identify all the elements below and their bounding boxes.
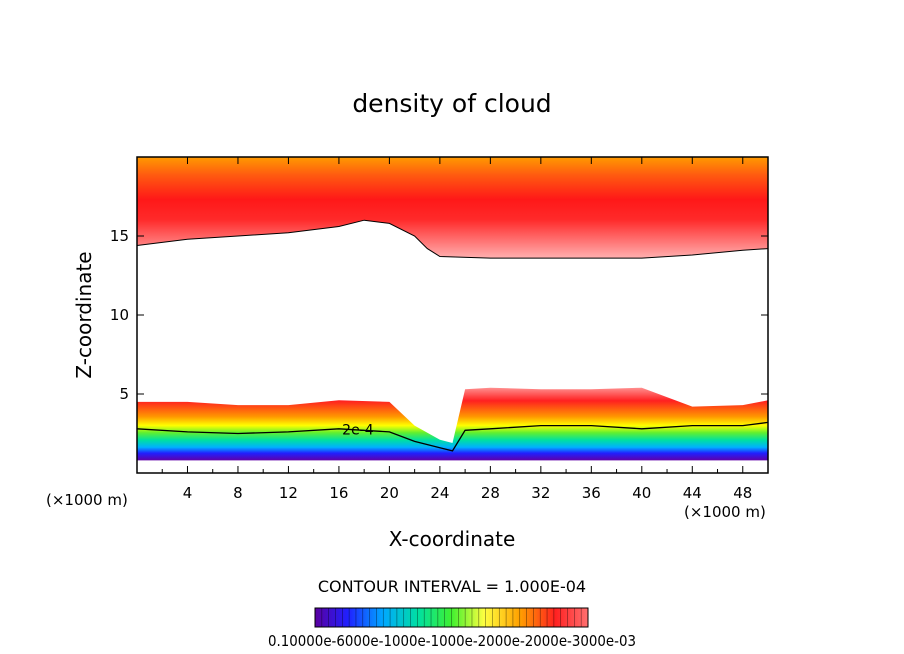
y-axis-label: Z-coordinate: [72, 251, 96, 378]
x-tick-label: 28: [481, 484, 500, 502]
lower-cloud-layer: [137, 387, 768, 461]
x-axis: 4 8 12 16 20 24 28 32 36 40 44 48: [161, 157, 752, 502]
chart-title: density of cloud: [352, 89, 551, 118]
y-tick-label: 10: [110, 306, 129, 324]
contour-line-2e-4: [137, 421, 768, 452]
x-tick-label: 32: [531, 484, 550, 502]
x-tick-label: 12: [279, 484, 298, 502]
plot-area: [137, 157, 768, 473]
x-unit-right: (×1000 m): [684, 503, 766, 521]
y-tick-label: 15: [110, 227, 129, 245]
x-axis-label: X-coordinate: [389, 527, 516, 551]
x-tick-label: 36: [582, 484, 601, 502]
y-tick-label: 5: [119, 385, 129, 403]
colorbar-frame: [314, 607, 589, 628]
colorbar-level-lines: [321, 608, 582, 627]
upper-cloud-layer: [137, 157, 768, 259]
contour-interval-note: CONTOUR INTERVAL = 1.000E-04: [318, 577, 586, 596]
x-tick-label: 48: [733, 484, 752, 502]
x-tick-label: 24: [430, 484, 449, 502]
x-tick-label: 20: [380, 484, 399, 502]
colorbar: [314, 607, 589, 628]
x-tick-label: 40: [632, 484, 651, 502]
y-axis: 5 10 15: [110, 227, 768, 403]
x-tick-label: 16: [329, 484, 348, 502]
contour-label: 2e-4: [342, 423, 374, 439]
x-tick-label: 4: [183, 484, 193, 502]
colorbar-labels: 0.10000e-6000e-1000e-1000e-2000e-2000e-3…: [268, 632, 636, 650]
x-tick-label: 44: [683, 484, 702, 502]
x-tick-label: 8: [233, 484, 243, 502]
upper-layer-contour: [137, 219, 768, 259]
x-unit-left: (×1000 m): [46, 491, 128, 509]
